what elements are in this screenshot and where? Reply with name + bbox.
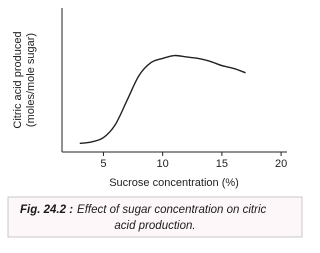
x-axis-label: Sucrose concentration (%): [109, 177, 239, 189]
x-tick-label: 20: [275, 158, 287, 170]
caption-label: Fig. 24.2 : Effect of sugar concentration…: [20, 204, 267, 216]
x-tick-label: 5: [100, 158, 106, 170]
caption-label: Fig. 24.2 :: [20, 204, 73, 216]
x-tick-label: 10: [157, 158, 169, 170]
caption-text: acid production.: [114, 220, 195, 232]
x-tick-label: 15: [216, 158, 228, 170]
figure: Citric acid produced (moles/mole sugar) …: [7, 8, 303, 238]
y-axis-label: (moles/mole sugar): [25, 33, 37, 127]
caption-box: [7, 196, 303, 238]
curve: [79, 54, 246, 145]
caption-text: Effect of sugar concentration on citric: [77, 204, 266, 216]
y-axis-label: Citric acid produced: [12, 31, 24, 128]
